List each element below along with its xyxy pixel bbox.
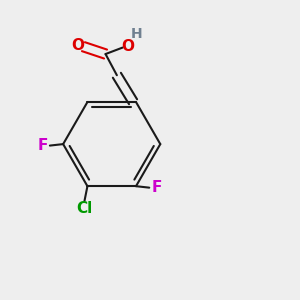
Text: O: O: [122, 39, 134, 54]
Text: O: O: [72, 38, 85, 53]
Text: F: F: [37, 138, 48, 153]
Text: H: H: [130, 27, 142, 41]
Text: Cl: Cl: [76, 201, 93, 216]
Text: F: F: [152, 180, 162, 195]
